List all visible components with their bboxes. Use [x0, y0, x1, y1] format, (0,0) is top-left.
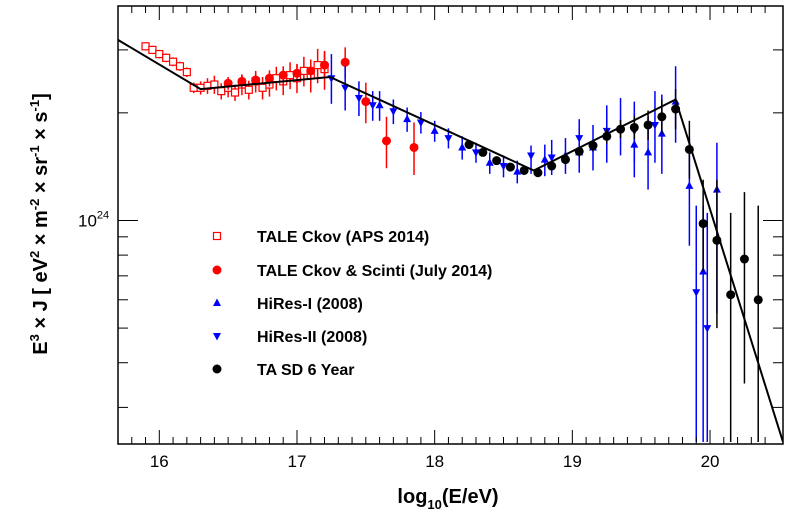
data-point — [368, 102, 377, 110]
data-point — [492, 156, 502, 166]
legend-label: HiRes-I (2008) — [257, 296, 363, 313]
x-tick-label: 18 — [425, 452, 444, 471]
series-3 — [327, 54, 712, 443]
x-tick-label: 20 — [701, 452, 720, 471]
data-point — [168, 57, 178, 66]
data-point — [753, 295, 763, 305]
x-tick-label: 16 — [150, 452, 169, 471]
data-point — [409, 142, 419, 152]
legend-item: HiRes-I (2008) — [213, 296, 363, 313]
data-point — [629, 122, 639, 132]
data-point — [389, 108, 398, 116]
data-point — [726, 290, 736, 300]
data-point — [320, 60, 330, 70]
data-point — [182, 68, 191, 77]
data-point — [685, 181, 694, 189]
data-point — [644, 147, 653, 156]
data-point — [703, 325, 712, 333]
legend-item: HiRes-II (2008) — [213, 329, 367, 346]
legend-label: TALE Ckov (APS 2014) — [257, 229, 429, 246]
data-point — [341, 84, 350, 93]
legend-label: TA SD 6 Year — [257, 362, 355, 379]
data-point — [471, 149, 480, 157]
data-point — [643, 120, 653, 130]
data-point — [361, 97, 371, 107]
data-point — [527, 152, 536, 160]
data-point — [141, 42, 150, 51]
y-axis-title: E3 × J [ eV2 × m-2 × sr-1 × s-1] — [27, 93, 52, 355]
data-point — [560, 155, 570, 165]
x-tick-label: 17 — [288, 452, 307, 471]
data-point — [292, 68, 302, 78]
data-point — [375, 100, 384, 109]
x-tick-label: 19 — [563, 452, 582, 471]
data-point — [155, 49, 164, 59]
legend-item: TALE Ckov & Scinti (July 2014) — [212, 263, 492, 280]
data-point — [478, 147, 488, 157]
data-point — [505, 162, 515, 172]
legend-marker — [212, 265, 222, 275]
data-point — [547, 154, 556, 163]
data-point — [698, 219, 708, 229]
plot-area — [118, 39, 783, 443]
legend-label: HiRes-II (2008) — [257, 329, 367, 346]
data-point — [650, 121, 659, 130]
data-point — [739, 254, 749, 264]
series-4 — [464, 89, 763, 443]
data-point — [244, 85, 253, 94]
data-point — [175, 62, 185, 71]
data-point — [258, 83, 267, 92]
data-point — [251, 75, 261, 85]
data-point — [340, 57, 350, 67]
data-point — [148, 45, 157, 54]
data-point — [692, 289, 701, 297]
y-tick-label: 1024 — [78, 209, 109, 230]
legend-item: TALE Ckov (APS 2014) — [212, 229, 429, 246]
legend: TALE Ckov (APS 2014) TALE Ckov & Scinti (… — [212, 229, 492, 379]
data-point — [264, 73, 274, 83]
data-point — [237, 76, 247, 86]
legend-marker — [213, 298, 221, 306]
data-point — [499, 163, 508, 171]
data-point — [354, 95, 363, 103]
legend-label: TALE Ckov & Scinti (July 2014) — [257, 263, 492, 280]
data-point — [278, 70, 288, 80]
data-point — [444, 135, 453, 143]
data-point — [230, 88, 240, 97]
legend-marker — [212, 231, 222, 241]
data-point — [430, 126, 439, 134]
legend-marker — [213, 333, 221, 341]
data-point — [458, 142, 467, 151]
data-point — [306, 66, 316, 76]
data-point — [540, 155, 549, 163]
legend-item: TA SD 6 Year — [212, 362, 355, 379]
data-point — [403, 114, 412, 123]
data-point — [657, 112, 667, 122]
data-point — [381, 136, 391, 146]
x-axis-title: log10(E/eV) — [397, 486, 498, 512]
data-point — [162, 53, 171, 62]
data-point — [575, 135, 584, 143]
plot-frame — [117, 5, 784, 445]
data-point — [485, 158, 494, 166]
series-1 — [223, 47, 419, 176]
broken-power-law-fit — [118, 39, 783, 443]
data-point — [588, 141, 598, 151]
data-point — [217, 87, 226, 96]
legend-marker — [212, 364, 222, 374]
axes: 16 17 18 19 20 1024 log10(E/eV) E3 × J [ eV2 × … — [27, 5, 784, 512]
data-point — [513, 167, 522, 175]
data-point — [416, 119, 425, 127]
